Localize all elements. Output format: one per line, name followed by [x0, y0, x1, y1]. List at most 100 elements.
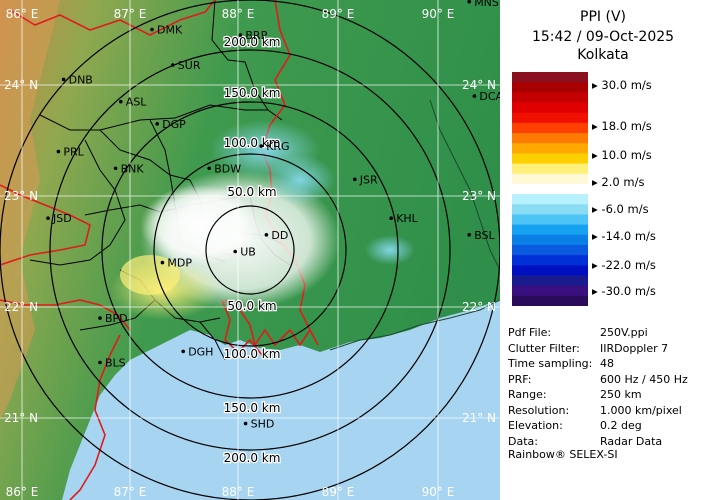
scale-label: ▸ 30.0 m/s — [592, 78, 652, 92]
scale-swatch — [512, 285, 588, 297]
range-label: 150.0 km — [224, 401, 281, 415]
coastline — [329, 99, 500, 351]
timestamp: 15:42 / 09-Oct-2025 — [531, 29, 675, 45]
lat-label-left: 24° N — [4, 78, 38, 92]
place-dot — [150, 27, 154, 32]
place-label: DCA — [479, 90, 500, 103]
place-dot — [181, 349, 185, 354]
place-dot — [98, 316, 102, 320]
scale-swatch — [512, 122, 588, 134]
place-label: DNB — [69, 73, 93, 86]
lat-label-right: 22° N — [462, 300, 496, 314]
info-value: 1.000 km/pixel — [600, 403, 682, 417]
place-label: JSD — [52, 212, 72, 225]
scale-label: ▸ 2.0 m/s — [592, 175, 645, 189]
info-key: Time sampling: — [508, 357, 593, 370]
scale-swatch — [512, 92, 588, 104]
scale-swatch — [512, 194, 588, 205]
place-dot — [389, 216, 394, 220]
range-rings — [0, 0, 500, 500]
place-dot — [171, 63, 175, 67]
place-dot — [56, 149, 61, 154]
scale-swatch — [512, 173, 588, 185]
product-title: PPI (V) — [580, 9, 626, 25]
info-key: Range: — [508, 388, 547, 401]
lon-label-top: 90° E — [422, 7, 455, 21]
lon-label-bottom: 90° E — [422, 485, 455, 499]
info-value: 0.2 deg — [600, 419, 642, 432]
scale-swatch — [512, 82, 588, 93]
scale-label: ▸ -14.0 m/s — [592, 229, 656, 243]
info-key: Elevation: — [508, 419, 563, 432]
place-dot — [259, 144, 264, 148]
range-label: 100.0 km — [224, 136, 281, 150]
scale-swatch — [512, 255, 588, 266]
place-label: BLS — [105, 357, 126, 370]
lat-label-right: 24° N — [462, 78, 496, 92]
lat-label-left: 23° N — [4, 189, 38, 203]
place-dot — [119, 99, 123, 104]
place-dot — [243, 421, 248, 426]
graticule-lines — [0, 0, 500, 500]
place-label: BDW — [214, 162, 241, 175]
place-label: BSL — [474, 229, 495, 242]
lat-label-left: 22° N — [4, 300, 38, 314]
place-dot — [353, 177, 357, 182]
place-label: MDP — [167, 257, 192, 270]
scale-swatch — [512, 204, 588, 215]
longitude-labels: 86° E 86° E 87° E 87° E 88° E 88° E 89° E 89° E… — [6, 7, 455, 499]
place-dot — [467, 233, 472, 237]
place-label: SUR — [178, 59, 201, 72]
place-dot — [238, 33, 243, 37]
highlands-west — [0, 0, 60, 420]
info-value: 600 Hz / 450 Hz — [600, 372, 688, 386]
place-markers: MNS BRP DMK DNB SUR ASL DCA DGP KRG PRL BNK BDW JSR K… — [46, 0, 500, 431]
latitude-labels: 24° N 24° N 23° N 23° N 22° N 22° N 21° N 21° N — [4, 78, 496, 425]
scale-swatch — [512, 234, 588, 246]
place-dot — [98, 360, 102, 365]
place-label: BNK — [121, 162, 145, 175]
lon-label-bottom: 89° E — [322, 485, 355, 499]
red-borders — [0, 0, 319, 500]
lat-label-right: 23° N — [462, 189, 496, 203]
place-label: ASL — [126, 96, 148, 109]
lat-label-left: 21° N — [4, 411, 38, 425]
range-label: 200.0 km — [224, 35, 281, 49]
scale-swatch — [512, 153, 588, 165]
scale-swatch — [512, 183, 588, 195]
place-label: UB — [240, 246, 256, 259]
place-label: DGH — [188, 345, 213, 358]
info-value: IIRDoppler 7 — [600, 341, 669, 355]
lon-label-top: 86° E — [6, 7, 39, 21]
place-dot — [264, 233, 269, 237]
color-scale — [512, 72, 588, 306]
place-dot — [233, 249, 237, 254]
scale-swatch — [512, 214, 588, 226]
range-label: 100.0 km — [224, 347, 281, 361]
scale-swatch — [512, 143, 588, 154]
place-dot — [155, 122, 159, 126]
info-value: 250 km — [600, 388, 642, 401]
footer-credit: Rainbow® SELEX-SI — [508, 448, 618, 461]
info-key: Pdf File: — [508, 326, 552, 339]
info-key: Clutter Filter: — [508, 341, 580, 355]
scale-label: ▸ -6.0 m/s — [592, 202, 649, 216]
scale-swatch — [512, 224, 588, 236]
place-dot — [61, 77, 66, 82]
place-label: KRG — [266, 140, 289, 153]
range-label: 50.0 km — [227, 299, 276, 313]
place-dot — [113, 166, 118, 171]
radar-echoes — [110, 120, 415, 320]
place-label: JSR — [359, 173, 378, 186]
lat-label-right: 21° N — [462, 411, 496, 425]
radar-map: 86° E 86° E 87° E 87° E 88° E 88° E 89° E 89° E… — [0, 0, 500, 500]
range-label: 50.0 km — [227, 185, 276, 199]
scale-swatch — [512, 102, 588, 114]
info-key: Resolution: — [508, 403, 570, 417]
scale-swatch — [512, 295, 588, 306]
place-dot — [207, 166, 211, 171]
info-key: Data: — [508, 434, 538, 448]
scale-label: ▸ -30.0 m/s — [592, 284, 656, 298]
scale-label: ▸ 18.0 m/s — [592, 119, 652, 133]
lon-label-bottom: 87° E — [114, 485, 147, 499]
